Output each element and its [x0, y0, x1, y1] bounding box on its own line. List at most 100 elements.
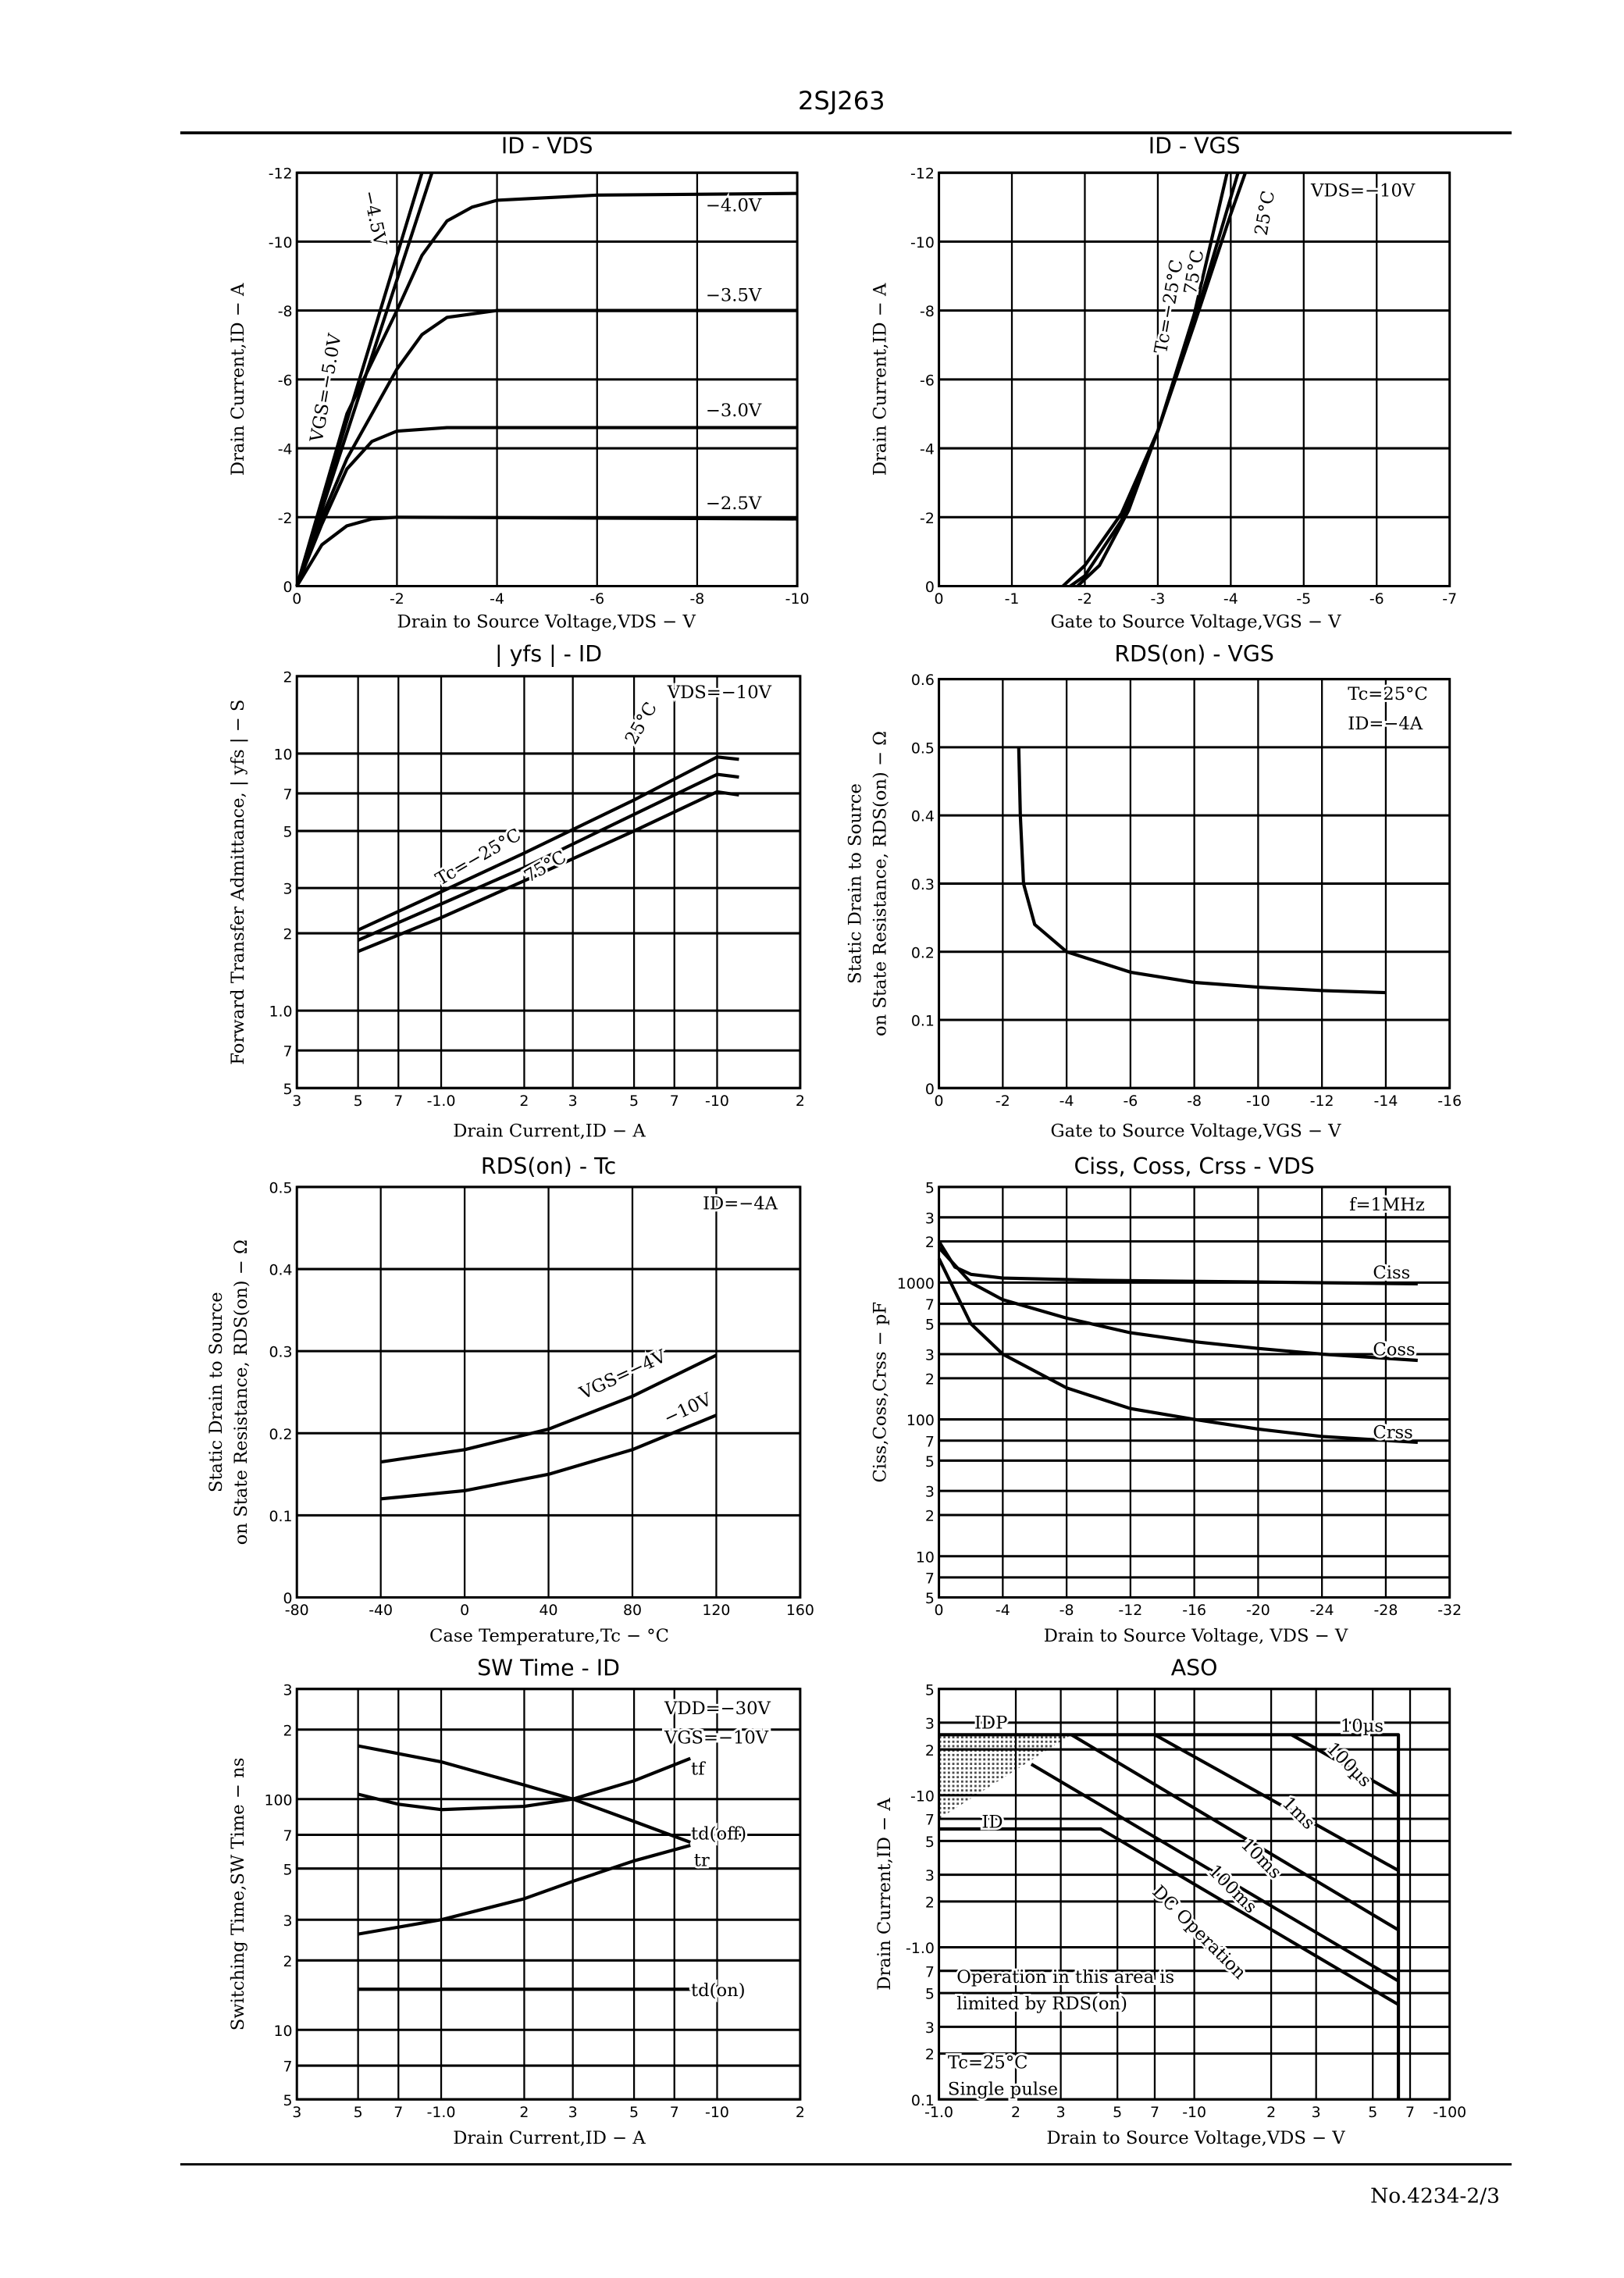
y-tick-label: 3 [925, 1484, 935, 1501]
series-line [1069, 172, 1248, 588]
part-number: 2SJ263 [798, 86, 885, 116]
chart-title: ID - VDS [501, 134, 593, 159]
series-label: 10µs [1341, 1717, 1384, 1737]
x-tick-label: -16 [1182, 1602, 1206, 1619]
y-tick-label: 1.0 [269, 1004, 293, 1021]
x-axis-label: Drain to Source Voltage,VDS − V [397, 611, 696, 632]
x-tick-label: 7 [394, 1093, 403, 1110]
series-label: −3.5V [706, 286, 762, 306]
y-tick-label: -12 [910, 166, 935, 183]
x-tick-label: 120 [702, 1602, 730, 1619]
series-line [1070, 1733, 1400, 1932]
document-number: No.4234-2/3 [1370, 2184, 1500, 2208]
y-tick-label: 0.3 [911, 876, 935, 893]
series-label: VGS=−4V [576, 1346, 670, 1404]
x-tick-label: 3 [292, 2104, 301, 2121]
series-line [295, 191, 798, 587]
y-tick-label: -6 [278, 372, 293, 389]
chart-title: ASO [1171, 1656, 1218, 1681]
y-tick-label: 2 [925, 1371, 935, 1388]
x-tick-label: -10 [705, 1093, 729, 1110]
x-tick-label: -8 [1187, 1093, 1202, 1110]
annotation: limited by RDS(on) [956, 1994, 1127, 2014]
series-line [938, 1733, 1401, 2100]
x-tick-label: -10 [705, 2104, 729, 2121]
y-tick-label: 2 [925, 2046, 935, 2063]
y-tick-label: -2 [278, 510, 293, 527]
x-tick-label: -16 [1437, 1093, 1462, 1110]
y-tick-label: -8 [920, 303, 935, 320]
x-tick-label: -5 [1296, 590, 1311, 608]
series-label: −3.0V [706, 401, 762, 421]
y-tick-label: 0.1 [911, 2092, 935, 2109]
chart-title: RDS(on) - VGS [1114, 641, 1274, 667]
series-label: −4.5V [358, 189, 390, 248]
x-tick-label: 7 [670, 1093, 679, 1110]
x-tick-label: -7 [1442, 590, 1457, 608]
chart-2: ID - VGS 0 -1 -2 -3 -4 -5 -6 -7 0 -2 -4 -6 -8 -10 -12 Tc… [871, 134, 1458, 633]
x-tick-label: -1.0 [427, 2104, 456, 2121]
y-axis-label: Drain Current,ID − A [871, 283, 891, 476]
y-tick-label: -6 [920, 372, 935, 389]
plot-frame [295, 1688, 802, 2101]
y-tick-label: 0.1 [269, 1508, 293, 1525]
y-tick-label: 3 [925, 1715, 935, 1732]
annotation: VGS=−10V [664, 1728, 769, 1749]
y-tick-label: 7 [925, 1433, 935, 1450]
y-axis-label: on State Resistance, RDS(on) − Ω [871, 731, 891, 1036]
y-tick-label: 3 [283, 1681, 293, 1699]
annotation: Operation in this area is [956, 1967, 1174, 1987]
x-axis-label: Drain Current,ID − A [453, 1121, 646, 1142]
series-line [357, 755, 739, 932]
series-label: −2.5V [706, 494, 762, 514]
y-tick-label: 7 [283, 1043, 293, 1061]
x-tick-label: 3 [568, 1093, 578, 1110]
y-tick-label: 5 [925, 1317, 935, 1334]
y-tick-label: -1.0 [906, 1940, 935, 1957]
y-tick-label: 0.4 [269, 1262, 293, 1279]
x-axis-label: Case Temperature,Tc − °C [429, 1626, 669, 1646]
series-label: td(on) [691, 1980, 746, 2001]
series-label: Tc=−25°C [1151, 258, 1188, 355]
y-tick-label: 0.4 [911, 808, 935, 825]
y-tick-label: 7 [283, 1827, 293, 1845]
y-tick-label: 5 [925, 1453, 935, 1471]
y-tick-label: 0 [925, 579, 935, 596]
y-tick-label: 10 [916, 1549, 935, 1566]
chart-4: RDS(on) - VGS 0 -2 -4 -6 -8 -10 -12 -14 -16 0 0.1 0.… [845, 641, 1462, 1142]
series-line [295, 515, 798, 587]
y-tick-label: 5 [283, 1081, 293, 1098]
y-tick-label: 0.2 [911, 944, 935, 961]
series-label: Ciss [1373, 1263, 1410, 1283]
series-line [938, 1827, 1400, 2006]
series-line [295, 172, 424, 587]
plot-frame [295, 1185, 802, 1599]
y-tick-label: 10 [274, 2023, 293, 2040]
x-tick-label: -10 [1182, 2104, 1206, 2121]
x-tick-label: -1.0 [427, 1093, 456, 1110]
y-tick-label: 5 [283, 2092, 293, 2109]
y-tick-label: 2 [925, 1234, 935, 1251]
x-tick-label: -4 [995, 1602, 1010, 1619]
y-tick-label: 0.5 [911, 740, 935, 757]
y-tick-label: 0 [283, 579, 293, 596]
x-tick-label: 7 [394, 2104, 403, 2121]
y-axis-label: Static Drain to Source [845, 783, 865, 984]
x-tick-label: -40 [369, 1602, 393, 1619]
series-label: 25°C [1252, 189, 1280, 237]
x-tick-label: 0 [935, 1602, 944, 1619]
y-axis-label: Static Drain to Source [206, 1292, 226, 1492]
y-tick-label: 2 [283, 668, 293, 686]
y-tick-label: -12 [269, 166, 293, 183]
x-tick-label: 5 [354, 1093, 363, 1110]
y-tick-label: 0.2 [269, 1426, 293, 1443]
series-label: tf [691, 1759, 706, 1779]
series-line [357, 790, 739, 954]
x-tick-label: 0 [935, 1093, 944, 1110]
annotation: IDP [974, 1713, 1007, 1734]
x-tick-label: -8 [1060, 1602, 1074, 1619]
y-axis-label: on State Resistance, RDS(on) − Ω [231, 1239, 251, 1545]
x-tick-label: 160 [786, 1602, 814, 1619]
plot-frame [295, 675, 802, 1089]
x-tick-label: -3 [1150, 590, 1165, 608]
